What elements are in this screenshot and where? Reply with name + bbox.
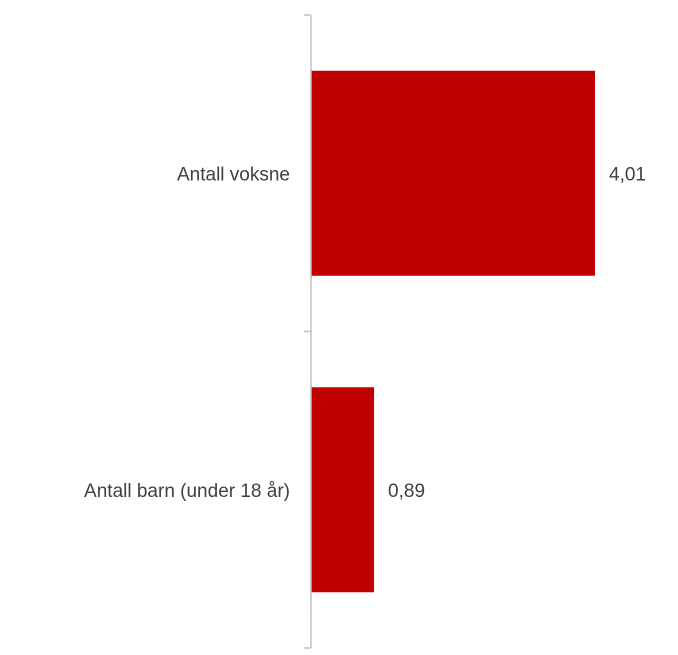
data-label-0: 4,01: [609, 164, 646, 185]
bar-0: [311, 70, 595, 276]
data-label-1: 0,89: [388, 481, 425, 502]
axis-layer: [304, 14, 312, 649]
bar-1: [311, 387, 375, 593]
bars-layer: [311, 70, 595, 593]
category-label-0: Antall voksne: [177, 164, 290, 185]
category-label-1: Antall barn (under 18 år): [84, 481, 290, 502]
labels-layer: 4,01 Antall voksne 0,89 Antall barn (under …: [84, 164, 646, 502]
